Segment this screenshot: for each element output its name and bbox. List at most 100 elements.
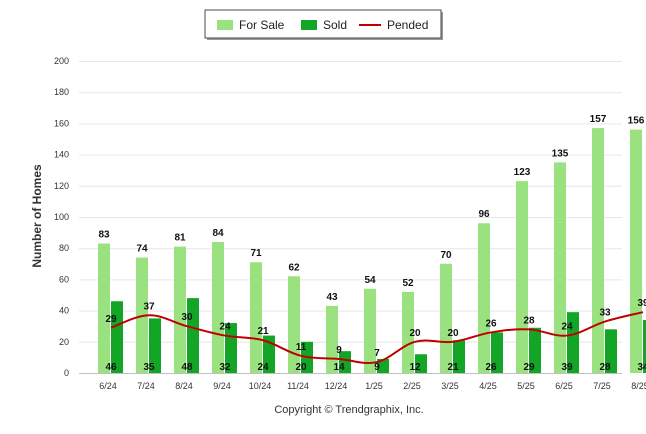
x-tick-label: 7/24 (137, 381, 155, 391)
legend-label-for-sale: For Sale (239, 18, 285, 32)
label-sold: 20 (295, 362, 307, 373)
bar-for-sale (98, 243, 110, 373)
bar-sold (149, 318, 161, 373)
bar-for-sale (174, 246, 186, 373)
label-sold: 32 (219, 362, 231, 373)
x-tick-label: 10/24 (249, 381, 272, 391)
bar-sold (529, 327, 541, 373)
y-tick-label: 120 (54, 181, 69, 191)
label-for-sale: 62 (288, 262, 300, 273)
label-for-sale: 96 (478, 209, 490, 220)
x-tick-label: 8/25 (631, 381, 646, 391)
label-for-sale: 70 (440, 250, 452, 261)
label-sold: 29 (523, 362, 535, 373)
label-for-sale: 123 (514, 167, 531, 178)
label-sold: 21 (447, 362, 459, 373)
bar-for-sale (592, 128, 604, 373)
label-sold: 48 (181, 362, 193, 373)
x-tick-label: 11/24 (287, 381, 309, 391)
label-pended: 30 (181, 312, 193, 323)
y-tick-label: 60 (59, 274, 69, 284)
bar-for-sale (478, 223, 490, 373)
bar-sold (187, 298, 199, 373)
label-sold: 35 (143, 362, 155, 373)
label-pended: 24 (561, 322, 573, 333)
label-sold: 9 (374, 362, 380, 373)
bar-sold (605, 329, 617, 373)
label-pended: 20 (447, 328, 459, 339)
data-labels: 83 74 81 84 71 62 43 54 52 70 96 123 135 157 156 46 35 48… (98, 114, 646, 373)
bar-for-sale (402, 291, 414, 373)
x-tick-label: 5/25 (517, 381, 535, 391)
label-for-sale: 81 (174, 233, 186, 244)
x-tick-label: 4/25 (479, 381, 497, 391)
label-sold: 12 (409, 362, 421, 373)
label-for-sale: 135 (552, 148, 569, 159)
bar-for-sale (440, 263, 452, 373)
label-pended: 20 (409, 328, 421, 339)
x-tick-label: 9/24 (213, 381, 231, 391)
bar-sold (643, 319, 646, 373)
x-tick-label: 12/24 (325, 381, 348, 391)
bar-for-sale (516, 181, 528, 373)
y-tick-label: 160 (54, 118, 69, 128)
legend-label-sold: Sold (323, 18, 347, 32)
x-tick-label: 1/25 (365, 381, 383, 391)
label-for-sale: 157 (590, 114, 607, 125)
label-sold: 39 (561, 362, 573, 373)
label-pended: 21 (257, 326, 269, 337)
bars (98, 128, 646, 373)
y-tick-label: 180 (54, 87, 69, 97)
label-sold: 14 (333, 362, 345, 373)
label-for-sale: 52 (402, 278, 414, 289)
label-pended: 33 (599, 308, 611, 319)
label-for-sale: 74 (136, 244, 148, 255)
legend: For Sale Sold Pended (204, 9, 443, 40)
bar-for-sale (288, 276, 300, 373)
bar-sold (491, 332, 503, 373)
x-tick-label: 2/25 (403, 381, 421, 391)
label-sold: 46 (105, 362, 117, 373)
label-pended: 28 (523, 315, 535, 326)
legend-label-pended: Pended (387, 18, 428, 32)
bar-sold (339, 351, 351, 373)
label-sold: 34 (637, 362, 646, 373)
bar-sold (415, 354, 427, 373)
x-tick-label: 6/25 (555, 381, 573, 391)
y-tick-label: 200 (54, 56, 69, 66)
line-pended (110, 311, 644, 365)
label-sold: 26 (485, 362, 497, 373)
label-pended: 29 (105, 314, 117, 325)
label-pended: 37 (143, 301, 155, 312)
bar-for-sale (250, 262, 262, 373)
label-for-sale: 83 (98, 230, 110, 241)
bar-sold (567, 312, 579, 373)
x-tick-label: 8/24 (175, 381, 193, 391)
y-tick-label: 100 (54, 212, 69, 222)
label-for-sale: 84 (212, 228, 224, 239)
y-tick-label: 20 (59, 337, 69, 347)
label-pended: 9 (336, 345, 342, 356)
label-for-sale: 156 (628, 116, 645, 127)
x-tick-label: 6/24 (99, 381, 117, 391)
label-pended: 11 (296, 342, 307, 353)
label-sold: 28 (599, 362, 611, 373)
bar-for-sale (630, 129, 642, 373)
label-pended: 39 (637, 298, 646, 309)
bar-sold (263, 335, 275, 373)
x-tick-label: 7/25 (593, 381, 611, 391)
label-pended: 7 (374, 348, 380, 359)
x-axis: 6/24 7/24 8/24 9/24 10/24 11/24 12/24 1/25 2/25 3… (79, 373, 646, 391)
bar-sold (377, 358, 389, 373)
legend-swatch-for-sale (217, 20, 233, 30)
bar-sold (453, 340, 465, 373)
pended-line (110, 311, 644, 365)
bar-for-sale (554, 162, 566, 373)
y-tick-label: 140 (54, 150, 69, 160)
label-pended: 24 (219, 322, 231, 333)
label-for-sale: 54 (364, 275, 376, 286)
legend-swatch-sold (301, 20, 317, 30)
x-tick-label: 3/25 (441, 381, 459, 391)
bar-for-sale (326, 305, 338, 373)
